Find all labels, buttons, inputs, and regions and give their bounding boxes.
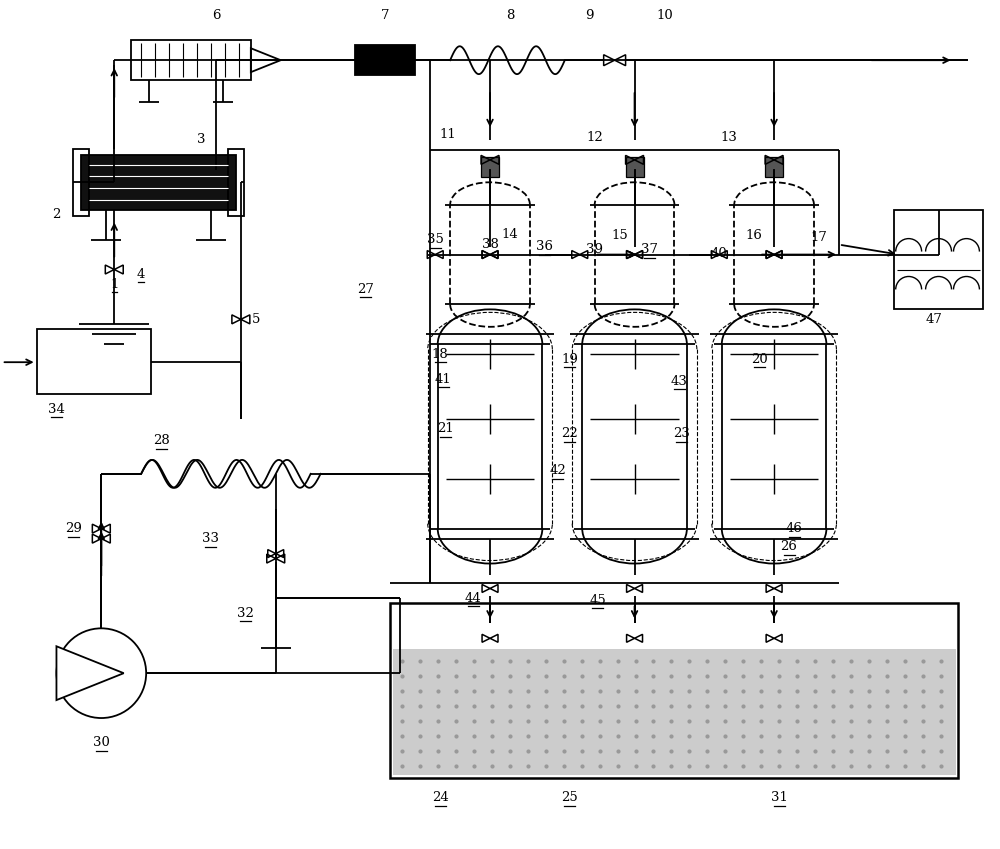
Text: 6: 6: [212, 8, 220, 22]
Text: 31: 31: [771, 791, 788, 804]
Text: 24: 24: [432, 791, 449, 804]
Text: 3: 3: [197, 133, 205, 146]
Text: 36: 36: [536, 240, 553, 253]
Text: 22: 22: [561, 427, 578, 441]
Text: 47: 47: [925, 312, 942, 326]
Text: 34: 34: [48, 402, 65, 415]
Bar: [37, 329, 151, 394]
Bar: [393, 606, 956, 649]
Text: 18: 18: [432, 348, 449, 361]
Text: 4: 4: [137, 268, 145, 281]
Text: 8: 8: [506, 8, 514, 22]
Polygon shape: [56, 646, 124, 700]
Text: 25: 25: [561, 791, 578, 804]
Bar: [131, 40, 251, 80]
Text: 32: 32: [237, 607, 254, 620]
Text: 42: 42: [549, 464, 566, 477]
Text: 39: 39: [586, 243, 603, 256]
Bar: [390, 604, 958, 778]
Bar: [393, 649, 956, 775]
Text: 30: 30: [93, 736, 110, 750]
Text: 23: 23: [673, 427, 690, 441]
Text: 33: 33: [202, 532, 219, 545]
Text: 27: 27: [357, 283, 374, 296]
Bar: [355, 45, 415, 76]
Text: 9: 9: [585, 8, 594, 22]
Text: 38: 38: [482, 238, 498, 251]
Text: 35: 35: [427, 233, 444, 246]
Text: 21: 21: [437, 423, 454, 436]
Text: 12: 12: [586, 132, 603, 144]
Text: 17: 17: [811, 231, 827, 245]
Text: 46: 46: [786, 522, 802, 535]
Text: 43: 43: [671, 374, 688, 388]
Bar: [765, 157, 783, 177]
Text: 7: 7: [381, 8, 390, 22]
Text: 2: 2: [52, 208, 61, 222]
Text: 28: 28: [153, 435, 169, 447]
Text: 29: 29: [65, 522, 82, 535]
Text: 37: 37: [641, 243, 658, 256]
Text: 14: 14: [502, 228, 518, 241]
Bar: [894, 210, 983, 309]
Text: 26: 26: [781, 540, 797, 553]
Text: 20: 20: [751, 352, 768, 366]
Text: 13: 13: [721, 132, 738, 144]
Text: 16: 16: [746, 229, 763, 242]
Text: 40: 40: [711, 247, 728, 260]
Text: 44: 44: [465, 592, 481, 605]
Bar: [626, 157, 644, 177]
Text: 41: 41: [435, 373, 452, 385]
Bar: [81, 155, 236, 210]
Bar: [228, 149, 244, 216]
Text: 10: 10: [656, 8, 673, 22]
Bar: [73, 149, 89, 216]
Text: 15: 15: [611, 229, 628, 242]
Text: 19: 19: [561, 352, 578, 366]
Text: 45: 45: [589, 594, 606, 607]
Text: 11: 11: [440, 128, 457, 142]
Text: 5: 5: [252, 312, 260, 326]
Bar: [481, 157, 499, 177]
Text: 1: 1: [110, 278, 118, 291]
